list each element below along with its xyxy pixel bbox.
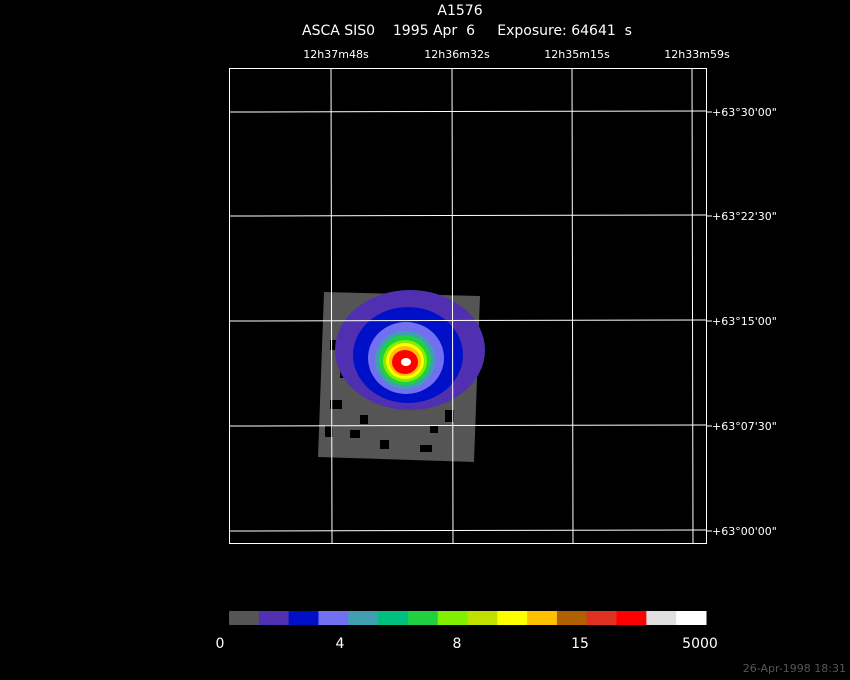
ra-label: 12h36m32s (424, 48, 490, 61)
peak (401, 358, 411, 366)
colorbar-swatch (229, 611, 260, 625)
colorbar-label: 15 (571, 636, 589, 652)
colorbar-swatch (586, 611, 618, 625)
ra-grid-line (451, 67, 454, 544)
subtitle: ASCA SIS0 1995 Apr 6 Exposure: 64641 s (302, 23, 632, 39)
frame (229, 68, 707, 544)
ra-label: 12h33m59s (664, 48, 730, 61)
dec-grid-line (228, 110, 707, 113)
colorbar: 0 4 8 15 5000 (216, 611, 718, 652)
colorbar-swatch (258, 611, 290, 625)
colorbar-swatch (676, 611, 707, 625)
colorbar-swatch (437, 611, 468, 625)
dec-grid-line (228, 319, 707, 322)
dec-grid-line (228, 424, 707, 427)
ra-label: 12h37m48s (303, 48, 369, 61)
colorbar-swatch (288, 611, 319, 625)
colorbar-swatch (527, 611, 558, 625)
ra-grid-line (571, 67, 574, 544)
ra-grid-line (330, 67, 333, 544)
colorbar-swatch (497, 611, 528, 625)
timestamp: 26-Apr-1998 18:31 (743, 662, 846, 675)
dec-grid-line (228, 214, 707, 217)
colorbar-swatch (407, 611, 439, 625)
colorbar-swatch (348, 611, 379, 625)
ra-grid-line (691, 67, 694, 544)
dec-label: +63°07'30" (712, 420, 777, 433)
dec-label: +63°15'00" (712, 315, 777, 328)
dec-label: +63°00'00" (712, 525, 777, 538)
dec-label: +63°30'00" (712, 106, 777, 119)
colorbar-swatch (556, 611, 588, 625)
colorbar-label: 0 (216, 636, 225, 652)
colorbar-swatch (378, 611, 409, 625)
colorbar-swatch (318, 611, 349, 625)
title: A1576 (437, 3, 482, 19)
dec-grid-line (228, 529, 707, 532)
ra-label: 12h35m15s (544, 48, 610, 61)
colorbar-label: 8 (453, 636, 462, 652)
colorbar-swatch (467, 611, 498, 625)
sky-image (318, 290, 485, 462)
dec-label: +63°22'30" (712, 210, 777, 223)
coordinate-grid: 12h37m48s 12h36m32s 12h35m15s 12h33m59s +63°… (228, 48, 777, 544)
colorbar-swatch (646, 611, 677, 625)
colorbar-label: 5000 (682, 636, 718, 652)
colorbar-label: 4 (336, 636, 345, 652)
colorbar-swatch (616, 611, 647, 625)
